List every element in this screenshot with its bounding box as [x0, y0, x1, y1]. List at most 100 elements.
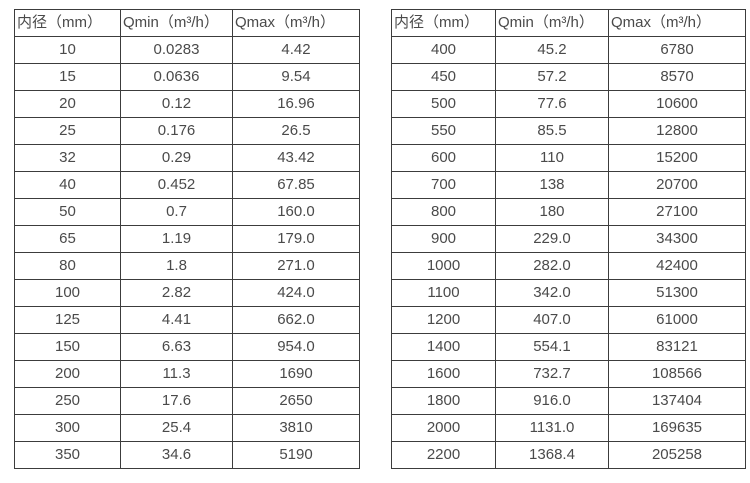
table-row: 400 45.2 6780	[391, 36, 746, 64]
table-cell: 282.0	[495, 252, 609, 280]
table-row: 250 17.6 2650	[14, 387, 360, 415]
table-cell: 0.29	[120, 144, 233, 172]
table-cell: 0.7	[120, 198, 233, 226]
table-cell: 5190	[232, 441, 360, 469]
flow-range-tables: 内径（mm） Qmin（m³/h） Qmax（m³/h） 10 0.0283 4.42 15…	[14, 9, 746, 469]
table-cell: 0.176	[120, 117, 233, 145]
table-row: 350 34.6 5190	[14, 441, 360, 469]
table-cell: 160.0	[232, 198, 360, 226]
table-cell: 1131.0	[495, 414, 609, 442]
table-cell: 1.19	[120, 225, 233, 253]
table-cell: 138	[495, 171, 609, 199]
table-cell: 550	[391, 117, 496, 145]
column-header: 内径（mm）	[391, 9, 496, 37]
table-cell: 34300	[608, 225, 746, 253]
table-cell: 26.5	[232, 117, 360, 145]
table-cell: 27100	[608, 198, 746, 226]
table-cell: 50	[14, 198, 121, 226]
table-cell: 1.8	[120, 252, 233, 280]
column-header: 内径（mm）	[14, 9, 121, 37]
table-cell: 450	[391, 63, 496, 91]
table-cell: 2650	[232, 387, 360, 415]
table-row: 800 180 27100	[391, 198, 746, 226]
table-cell: 500	[391, 90, 496, 118]
table-cell: 61000	[608, 306, 746, 334]
table-cell: 67.85	[232, 171, 360, 199]
table-row: 15 0.0636 9.54	[14, 63, 360, 91]
column-header: Qmax（m³/h）	[232, 9, 360, 37]
table-cell: 51300	[608, 279, 746, 307]
table-row: 500 77.6 10600	[391, 90, 746, 118]
table-cell: 10600	[608, 90, 746, 118]
table-row: 20 0.12 16.96	[14, 90, 360, 118]
table-row: 1000 282.0 42400	[391, 252, 746, 280]
table-cell: 20	[14, 90, 121, 118]
table-cell: 800	[391, 198, 496, 226]
header-row: 内径（mm） Qmin（m³/h） Qmax（m³/h）	[14, 9, 360, 37]
table-row: 65 1.19 179.0	[14, 225, 360, 253]
table-cell: 85.5	[495, 117, 609, 145]
table-cell: 271.0	[232, 252, 360, 280]
table-row: 300 25.4 3810	[14, 414, 360, 442]
table-cell: 100	[14, 279, 121, 307]
table-cell: 1400	[391, 333, 496, 361]
table-cell: 4.41	[120, 306, 233, 334]
table-cell: 554.1	[495, 333, 609, 361]
table-cell: 137404	[608, 387, 746, 415]
table-cell: 229.0	[495, 225, 609, 253]
table-cell: 17.6	[120, 387, 233, 415]
table-cell: 42400	[608, 252, 746, 280]
table-cell: 20700	[608, 171, 746, 199]
table-cell: 342.0	[495, 279, 609, 307]
table-row: 700 138 20700	[391, 171, 746, 199]
table-cell: 300	[14, 414, 121, 442]
table-cell: 662.0	[232, 306, 360, 334]
table-cell: 1000	[391, 252, 496, 280]
table-row: 2000 1131.0 169635	[391, 414, 746, 442]
table-cell: 80	[14, 252, 121, 280]
table-row: 50 0.7 160.0	[14, 198, 360, 226]
table-row: 1600 732.7 108566	[391, 360, 746, 388]
table-cell: 6.63	[120, 333, 233, 361]
table-cell: 700	[391, 171, 496, 199]
table-row: 125 4.41 662.0	[14, 306, 360, 334]
table-row: 10 0.0283 4.42	[14, 36, 360, 64]
table-cell: 350	[14, 441, 121, 469]
table-row: 1100 342.0 51300	[391, 279, 746, 307]
table-cell: 1600	[391, 360, 496, 388]
table-cell: 179.0	[232, 225, 360, 253]
table-row: 200 11.3 1690	[14, 360, 360, 388]
table-cell: 954.0	[232, 333, 360, 361]
table-cell: 205258	[608, 441, 746, 469]
table-row: 1800 916.0 137404	[391, 387, 746, 415]
table-cell: 0.452	[120, 171, 233, 199]
table-cell: 150	[14, 333, 121, 361]
table-row: 150 6.63 954.0	[14, 333, 360, 361]
table-row: 25 0.176 26.5	[14, 117, 360, 145]
table-cell: 1368.4	[495, 441, 609, 469]
table-cell: 65	[14, 225, 121, 253]
table-cell: 6780	[608, 36, 746, 64]
table-cell: 9.54	[232, 63, 360, 91]
table-cell: 16.96	[232, 90, 360, 118]
table-cell: 15	[14, 63, 121, 91]
column-header: Qmin（m³/h）	[120, 9, 233, 37]
table-row: 1400 554.1 83121	[391, 333, 746, 361]
table-row: 600 110 15200	[391, 144, 746, 172]
table-cell: 45.2	[495, 36, 609, 64]
table-cell: 43.42	[232, 144, 360, 172]
table-row: 2200 1368.4 205258	[391, 441, 746, 469]
table-cell: 0.12	[120, 90, 233, 118]
table-cell: 10	[14, 36, 121, 64]
table-cell: 110	[495, 144, 609, 172]
table-cell: 83121	[608, 333, 746, 361]
table-cell: 200	[14, 360, 121, 388]
header-row: 内径（mm） Qmin（m³/h） Qmax（m³/h）	[391, 9, 746, 37]
table-cell: 4.42	[232, 36, 360, 64]
table-row: 40 0.452 67.85	[14, 171, 360, 199]
table-cell: 1100	[391, 279, 496, 307]
table-cell: 900	[391, 225, 496, 253]
table-cell: 32	[14, 144, 121, 172]
table-row: 80 1.8 271.0	[14, 252, 360, 280]
table-cell: 600	[391, 144, 496, 172]
